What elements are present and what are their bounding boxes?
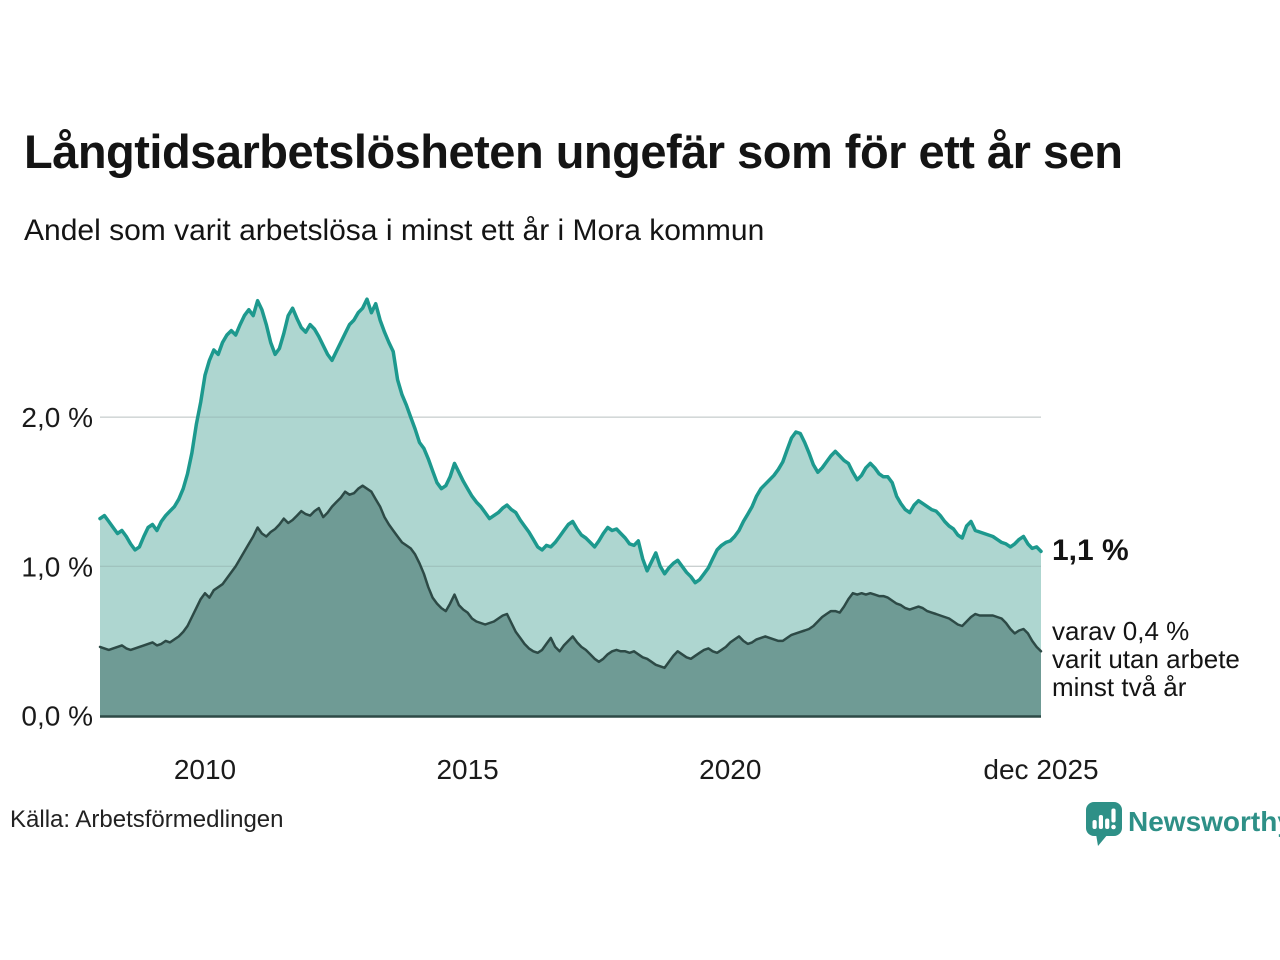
x-axis-tick-labels: 2010 2015 2020 dec 2025	[174, 754, 1099, 785]
newsworthy-bubble-icon	[1086, 802, 1122, 846]
y-axis-tick-labels: 2,0 % 1,0 % 0,0 %	[21, 402, 93, 731]
x-tick-label: 2020	[699, 754, 761, 785]
y-tick-label: 1,0 %	[21, 551, 93, 582]
line-two-year	[98, 484, 1043, 670]
two-year-annotation-line3: minst två år	[1052, 672, 1187, 702]
y-tick-label: 0,0 %	[21, 701, 93, 732]
two-year-annotation-line1: varav 0,4 %	[1052, 616, 1190, 646]
newsworthy-wordmark: Newsworthy	[1128, 806, 1280, 837]
x-tick-label: dec 2025	[983, 754, 1098, 785]
x-tick-label: 2010	[174, 754, 236, 785]
two-year-annotation-line2: varit utan arbete	[1052, 644, 1240, 674]
two-year-annotation: varav 0,4 % varit utan arbete minst två …	[1052, 617, 1240, 701]
area-two-year	[100, 485, 1041, 716]
line-total-one-year	[98, 297, 1043, 585]
chart-title: Långtidsarbetslösheten ungefär som för e…	[24, 125, 1123, 178]
y-tick-label: 2,0 %	[21, 402, 93, 433]
newsworthy-logo: Newsworthy	[1085, 800, 1280, 850]
x-tick-label: 2015	[436, 754, 498, 785]
latest-value-label: 1,1 %	[1052, 534, 1129, 567]
chart-subtitle: Andel som varit arbetslösa i minst ett å…	[24, 214, 765, 247]
source-attribution: Källa: Arbetsförmedlingen	[10, 806, 284, 833]
